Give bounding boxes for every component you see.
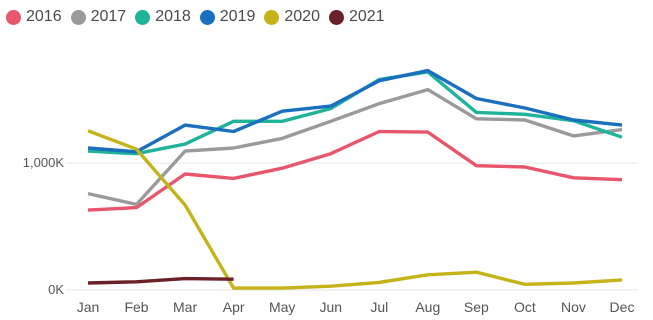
x-tick-label: Nov bbox=[561, 299, 586, 315]
series-line-2016 bbox=[87, 129, 623, 212]
legend-label: 2017 bbox=[90, 8, 127, 25]
legend-swatch bbox=[264, 9, 280, 25]
legend-label: 2021 bbox=[348, 8, 385, 25]
legend-item-2021[interactable]: 2021 bbox=[328, 8, 385, 26]
legend-item-2018[interactable]: 2018 bbox=[135, 8, 191, 26]
legend-swatch bbox=[135, 9, 151, 25]
series-line-2017 bbox=[87, 87, 623, 207]
legend-label: 2016 bbox=[26, 8, 62, 25]
series-line-2020 bbox=[87, 129, 623, 290]
x-tick-label: Jun bbox=[319, 299, 342, 315]
legend-swatch bbox=[70, 9, 86, 25]
y-tick-label: 0K bbox=[48, 282, 64, 297]
legend: 2016 2017 2018 2019 2020 2021 bbox=[6, 4, 385, 30]
x-tick-label: Mar bbox=[173, 299, 197, 315]
x-tick-label: May bbox=[269, 299, 295, 315]
x-tick-label: Dec bbox=[610, 299, 635, 315]
legend-item-2019[interactable]: 2019 bbox=[199, 8, 256, 26]
series-line-2019 bbox=[87, 68, 623, 154]
x-tick-label: Jul bbox=[370, 299, 388, 315]
x-tick-label: Apr bbox=[223, 299, 245, 315]
x-tick-label: Sep bbox=[464, 299, 489, 315]
x-tick-label: Jan bbox=[77, 299, 100, 315]
x-tick-label: Oct bbox=[514, 299, 536, 315]
legend-label: 2018 bbox=[155, 8, 191, 25]
y-tick-label: 1,000K bbox=[23, 155, 65, 170]
legend-swatch bbox=[6, 9, 21, 25]
legend-swatch bbox=[328, 9, 344, 25]
legend-item-2017[interactable]: 2017 bbox=[70, 8, 127, 26]
legend-label: 2019 bbox=[219, 8, 256, 25]
legend-label: 2020 bbox=[284, 8, 320, 25]
x-tick-label: Aug bbox=[415, 299, 440, 315]
x-tick-label: Feb bbox=[124, 299, 148, 315]
legend-item-2020[interactable]: 2020 bbox=[264, 8, 320, 26]
legend-item-2016[interactable]: 2016 bbox=[6, 8, 62, 26]
series-line-2021 bbox=[87, 276, 234, 285]
legend-swatch bbox=[199, 9, 215, 25]
